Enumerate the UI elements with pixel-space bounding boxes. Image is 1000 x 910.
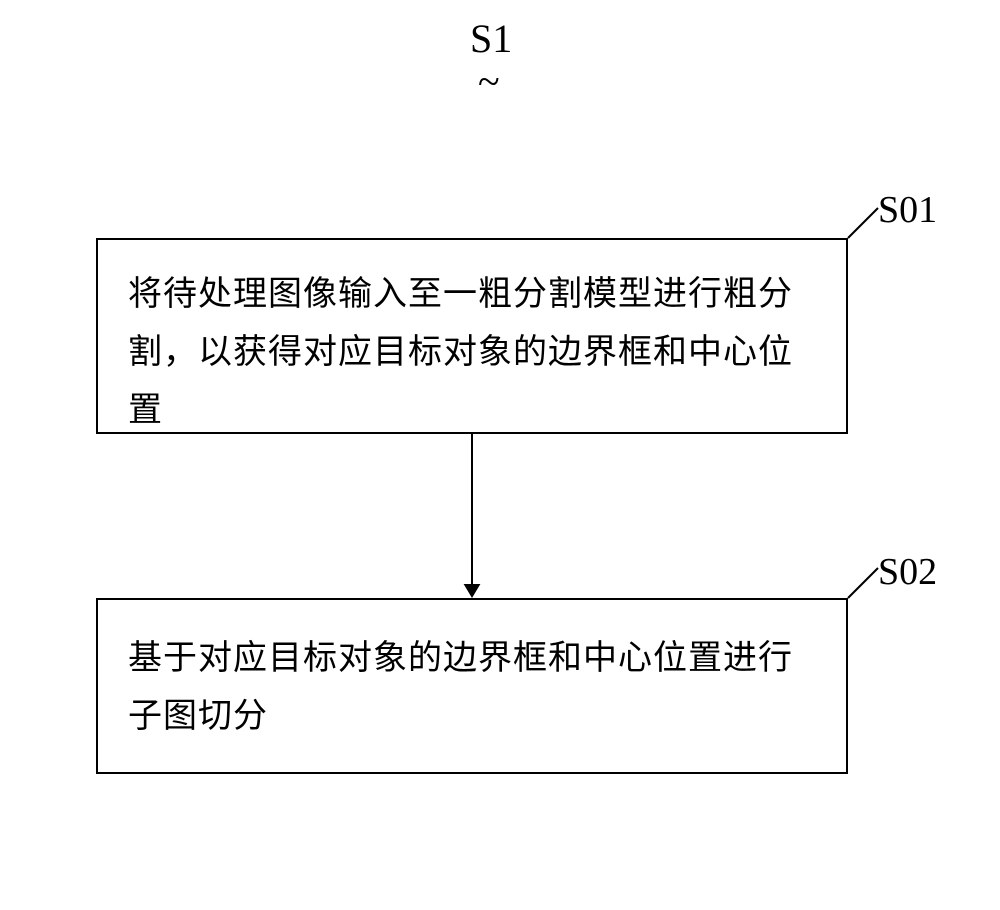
diagram-title: S1 (470, 15, 512, 62)
arrow-s01-to-s02 (456, 432, 488, 600)
leader-line-s01 (843, 203, 883, 243)
step-box-s02: 基于对应目标对象的边界框和中心位置进行子图切分 (96, 598, 848, 774)
step-text-s01: 将待处理图像输入至一粗分割模型进行粗分割，以获得对应目标对象的边界框和中心位置 (128, 266, 816, 439)
title-underline-tilde: ~ (478, 58, 500, 105)
leader-line-s02 (843, 563, 883, 603)
flowchart-diagram: S1 ~ 将待处理图像输入至一粗分割模型进行粗分割，以获得对应目标对象的边界框和… (0, 0, 1000, 910)
step-label-s01: S01 (878, 188, 937, 232)
step-box-s01: 将待处理图像输入至一粗分割模型进行粗分割，以获得对应目标对象的边界框和中心位置 (96, 238, 848, 434)
step-text-s02: 基于对应目标对象的边界框和中心位置进行子图切分 (128, 630, 816, 746)
step-label-s02: S02 (878, 550, 937, 594)
